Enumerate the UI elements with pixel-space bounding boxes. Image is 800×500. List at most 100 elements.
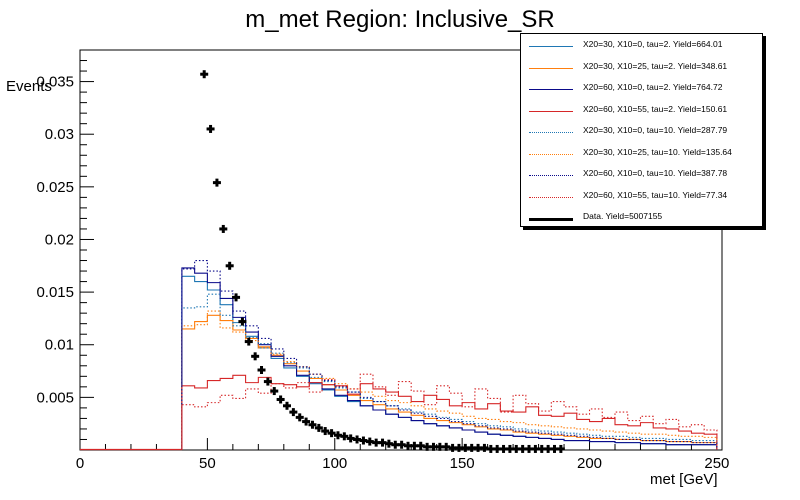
histogram-series-5	[181, 293, 718, 450]
x-tick-label: 250	[704, 455, 729, 472]
legend-label: X20=60, X10=55, tau=10. Yield=77.34	[583, 189, 728, 200]
data-point	[333, 431, 342, 440]
y-tick-label: 0.035	[36, 74, 74, 91]
legend-entry: X20=60, X10=55, tau=2. Yield=150.61	[521, 102, 762, 120]
data-point	[525, 444, 534, 453]
data-point	[321, 427, 330, 436]
legend-label: X20=30, X10=25, tau=2. Yield=348.61	[583, 60, 728, 71]
data-point	[365, 437, 374, 446]
data-point	[353, 435, 362, 444]
data-point	[219, 224, 228, 233]
data-point	[442, 442, 451, 451]
legend: X20=30, X10=0, tau=2. Yield=664.01 X20=30…	[520, 33, 763, 227]
data-point	[282, 401, 291, 410]
histogram-series-7	[181, 259, 718, 450]
data-point	[232, 293, 241, 302]
histogram-series-6	[181, 310, 718, 450]
legend-swatch	[529, 218, 573, 221]
legend-entry: Data. Yield=5007155	[521, 209, 762, 227]
legend-label: X20=60, X10=0, tau=2. Yield=764.72	[583, 82, 723, 92]
data-point	[244, 337, 253, 346]
x-tick-label: 150	[450, 455, 475, 472]
data-point	[314, 423, 323, 432]
data-point	[550, 444, 559, 453]
data-point	[340, 432, 349, 441]
legend-swatch	[529, 132, 573, 133]
data-point	[499, 444, 508, 453]
data-point	[518, 444, 527, 453]
legend-swatch	[529, 153, 573, 155]
legend-swatch	[529, 175, 573, 176]
data-point	[378, 438, 387, 447]
data-point	[544, 444, 553, 453]
y-tick-label: 0.005	[36, 389, 74, 406]
legend-label: X20=30, X10=25, tau=10. Yield=135.64	[583, 146, 732, 157]
data-point	[346, 434, 355, 443]
legend-swatch	[529, 196, 573, 198]
data-point	[359, 436, 368, 445]
data-point	[270, 387, 279, 396]
legend-entry: X20=30, X10=25, tau=10. Yield=135.64	[521, 145, 762, 163]
data-point	[238, 317, 247, 326]
data-point	[461, 443, 470, 452]
data-point	[480, 443, 489, 452]
legend-entry: X20=30, X10=0, tau=2. Yield=664.01	[521, 37, 762, 55]
x-axis-label: met [GeV]	[650, 471, 718, 488]
data-point	[537, 444, 546, 453]
data-point	[289, 408, 298, 417]
legend-swatch	[529, 110, 573, 112]
data-point	[225, 261, 234, 270]
data-point	[263, 377, 272, 386]
legend-swatch	[529, 46, 573, 47]
data-point	[212, 178, 221, 187]
histogram-series-2	[181, 314, 718, 450]
data-point	[429, 442, 438, 451]
data-point	[397, 440, 406, 449]
chart-title: m_met Region: Inclusive_SR	[245, 6, 555, 33]
legend-entry: X20=60, X10=0, tau=2. Yield=764.72	[521, 80, 762, 98]
legend-entry: X20=60, X10=55, tau=10. Yield=77.34	[521, 188, 762, 206]
legend-swatch	[529, 89, 573, 90]
x-tick-label: 50	[199, 455, 216, 472]
data-point	[556, 444, 565, 453]
data-point	[327, 429, 336, 438]
y-tick-label: 0.02	[45, 231, 74, 248]
histogram-series-1	[181, 275, 718, 450]
data-point	[295, 413, 304, 422]
y-axis-label: Events	[6, 78, 52, 95]
x-tick-label: 200	[577, 455, 602, 472]
data-point	[423, 442, 432, 451]
legend-label: X20=30, X10=0, tau=10. Yield=287.79	[583, 125, 728, 135]
data-point	[416, 441, 425, 450]
legend-entry: X20=30, X10=0, tau=10. Yield=287.79	[521, 123, 762, 141]
x-tick-label: 0	[76, 455, 84, 472]
data-point	[276, 395, 285, 404]
data-point	[474, 443, 483, 452]
legend-entry: X20=30, X10=25, tau=2. Yield=348.61	[521, 59, 762, 77]
data-point	[467, 443, 476, 452]
data-point	[251, 352, 260, 361]
data-point	[493, 444, 502, 453]
y-tick-label: 0.015	[36, 284, 74, 301]
data-point	[200, 70, 209, 79]
y-tick-label: 0.025	[36, 179, 74, 196]
data-point	[512, 444, 521, 453]
data-point	[486, 444, 495, 453]
data-point	[391, 440, 400, 449]
data-point	[206, 124, 215, 133]
legend-label: X20=60, X10=0, tau=10. Yield=387.78	[583, 168, 728, 178]
legend-entry: X20=60, X10=0, tau=10. Yield=387.78	[521, 166, 762, 184]
y-tick-label: 0.01	[45, 337, 74, 354]
data-point	[531, 444, 540, 453]
data-point	[372, 438, 381, 447]
data-point	[302, 417, 311, 426]
data-point	[448, 443, 457, 452]
data-point	[454, 443, 463, 452]
data-point	[308, 420, 317, 429]
legend-label: X20=60, X10=55, tau=2. Yield=150.61	[583, 103, 728, 114]
legend-swatch	[529, 67, 573, 69]
legend-label: X20=30, X10=0, tau=2. Yield=664.01	[583, 39, 723, 49]
legend-label: Data. Yield=5007155	[583, 211, 663, 221]
data-point	[435, 442, 444, 451]
